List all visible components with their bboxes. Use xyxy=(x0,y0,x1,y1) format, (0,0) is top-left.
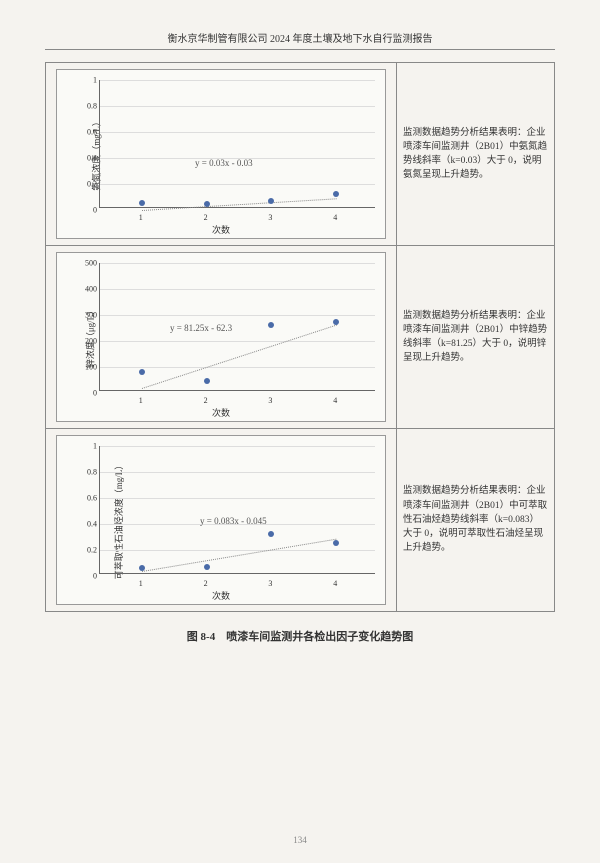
figure-caption: 图 8-4 喷漆车间监测井各检出因子变化趋势图 xyxy=(45,628,555,644)
chart-cell: 可萃取性石油烃浓度（mg/L）次数00.20.40.60.811234y = 0… xyxy=(46,429,396,611)
trend-line xyxy=(142,198,337,211)
y-tick: 400 xyxy=(81,285,97,294)
equation-label: y = 0.083x - 0.045 xyxy=(200,516,267,526)
x-tick: 1 xyxy=(139,579,143,588)
description-cell: 监测数据趋势分析结果表明：企业喷漆车间监测井（2B01）中氨氮趋势线斜率（k=0… xyxy=(396,63,554,245)
gridline xyxy=(100,446,375,447)
y-tick: 0.4 xyxy=(81,520,97,529)
gridline xyxy=(100,550,375,551)
gridline xyxy=(100,106,375,107)
x-tick: 3 xyxy=(268,396,272,405)
gridline xyxy=(100,498,375,499)
data-point xyxy=(204,564,210,570)
page-number: 134 xyxy=(293,835,307,845)
data-point xyxy=(268,531,274,537)
plot-area: y = 0.03x - 0.03 xyxy=(99,80,375,208)
equation-label: y = 81.25x - 62.3 xyxy=(170,323,232,333)
y-tick: 1 xyxy=(81,76,97,85)
plot-area: y = 81.25x - 62.3 xyxy=(99,263,375,391)
y-tick: 0.2 xyxy=(81,546,97,555)
y-tick: 500 xyxy=(81,259,97,268)
data-point xyxy=(268,322,274,328)
gridline xyxy=(100,341,375,342)
page-header: 衡水京华制管有限公司 2024 年度土壤及地下水自行监测报告 xyxy=(45,30,555,50)
x-tick: 4 xyxy=(333,579,337,588)
trend-line xyxy=(142,539,337,572)
chart-cell: 锌浓度（μg/L）次数01002003004005001234y = 81.25… xyxy=(46,246,396,428)
data-point xyxy=(139,200,145,206)
x-tick: 1 xyxy=(139,213,143,222)
y-tick: 0.4 xyxy=(81,154,97,163)
x-tick: 2 xyxy=(204,213,208,222)
y-tick: 0 xyxy=(81,572,97,581)
chart-box: 锌浓度（μg/L）次数01002003004005001234y = 81.25… xyxy=(56,252,386,422)
gridline xyxy=(100,184,375,185)
data-point xyxy=(268,198,274,204)
chart-box: 氨氮浓度（mg/L）次数00.20.40.60.811234y = 0.03x … xyxy=(56,69,386,239)
y-tick: 0.6 xyxy=(81,494,97,503)
plot-area: y = 0.083x - 0.045 xyxy=(99,446,375,574)
chart-row: 可萃取性石油烃浓度（mg/L）次数00.20.40.60.811234y = 0… xyxy=(46,429,554,611)
y-tick: 0 xyxy=(81,206,97,215)
y-tick: 100 xyxy=(81,363,97,372)
x-tick: 4 xyxy=(333,396,337,405)
trend-line xyxy=(142,325,337,389)
gridline xyxy=(100,263,375,264)
chart-cell: 氨氮浓度（mg/L）次数00.20.40.60.811234y = 0.03x … xyxy=(46,63,396,245)
x-tick: 3 xyxy=(268,213,272,222)
data-point xyxy=(204,378,210,384)
y-tick: 300 xyxy=(81,311,97,320)
y-tick: 1 xyxy=(81,442,97,451)
y-tick: 0.8 xyxy=(81,468,97,477)
data-point xyxy=(139,565,145,571)
x-tick: 2 xyxy=(204,579,208,588)
description-cell: 监测数据趋势分析结果表明：企业喷漆车间监测井（2B01）中锌趋势线斜率（k=81… xyxy=(396,246,554,428)
gridline xyxy=(100,289,375,290)
x-axis-label: 次数 xyxy=(212,223,230,236)
gridline xyxy=(100,80,375,81)
data-point xyxy=(333,319,339,325)
description-cell: 监测数据趋势分析结果表明：企业喷漆车间监测井（2B01）中可萃取性石油烃趋势线斜… xyxy=(396,429,554,611)
data-point xyxy=(139,369,145,375)
y-tick: 0.6 xyxy=(81,128,97,137)
x-axis-label: 次数 xyxy=(212,589,230,602)
x-axis-label: 次数 xyxy=(212,406,230,419)
gridline xyxy=(100,315,375,316)
x-tick: 1 xyxy=(139,396,143,405)
data-point xyxy=(204,201,210,207)
data-point xyxy=(333,191,339,197)
x-tick: 2 xyxy=(204,396,208,405)
chart-row: 锌浓度（μg/L）次数01002003004005001234y = 81.25… xyxy=(46,246,554,429)
x-tick: 4 xyxy=(333,213,337,222)
chart-box: 可萃取性石油烃浓度（mg/L）次数00.20.40.60.811234y = 0… xyxy=(56,435,386,605)
gridline xyxy=(100,132,375,133)
y-tick: 0.2 xyxy=(81,180,97,189)
chart-row: 氨氮浓度（mg/L）次数00.20.40.60.811234y = 0.03x … xyxy=(46,63,554,246)
gridline xyxy=(100,472,375,473)
y-tick: 0.8 xyxy=(81,102,97,111)
y-tick: 0 xyxy=(81,389,97,398)
charts-table: 氨氮浓度（mg/L）次数00.20.40.60.811234y = 0.03x … xyxy=(45,62,555,612)
data-point xyxy=(333,540,339,546)
equation-label: y = 0.03x - 0.03 xyxy=(195,158,253,168)
x-tick: 3 xyxy=(268,579,272,588)
y-tick: 200 xyxy=(81,337,97,346)
